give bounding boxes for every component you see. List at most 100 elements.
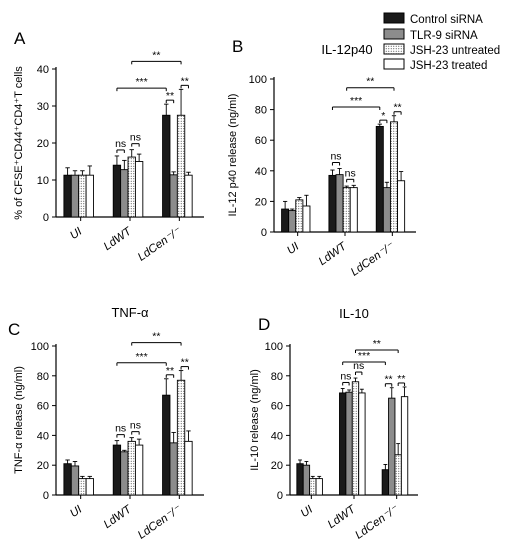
significance-label: ns [340, 370, 351, 382]
bar [302, 205, 311, 233]
significance-label: ** [152, 331, 160, 343]
bar [169, 442, 178, 496]
legend-swatch [383, 43, 405, 55]
y-axis-label: % of CFSE⁺CD44⁺CD4⁺T cells [13, 66, 25, 220]
x-category-label: LdCen⁻/⁻ [349, 240, 397, 279]
bar [63, 463, 72, 496]
y-tick-label: 40 [37, 430, 49, 442]
bar [381, 469, 390, 496]
bar [127, 440, 136, 496]
significance-label: ** [181, 357, 189, 369]
bar [184, 440, 193, 496]
y-tick-label: 80 [271, 371, 283, 383]
bar [120, 451, 129, 496]
y-tick-label: 30 [37, 101, 49, 113]
bar [176, 114, 186, 218]
bar [63, 174, 72, 218]
significance-label: ** [152, 49, 160, 61]
significance-label: ** [397, 373, 405, 385]
bar [85, 174, 94, 218]
x-category-label: LdCen⁻/⁻ [136, 503, 184, 542]
y-tick-label: 40 [271, 430, 283, 442]
y-tick-label: 20 [37, 138, 49, 150]
bar [295, 199, 304, 233]
y-tick-label: 60 [255, 135, 267, 147]
bar [349, 187, 358, 233]
significance-label: ** [373, 338, 381, 350]
bar [339, 392, 347, 496]
panel-a: A 0 10 20 30 40 % of CFSE⁺CD44⁺CD4⁺T cells UI Ld… [13, 29, 204, 264]
x-category-label: UI [68, 225, 85, 242]
significance-label: ** [166, 90, 174, 102]
significance-label: *** [135, 351, 147, 363]
bar [328, 174, 337, 233]
panels: A 0 10 20 30 40 % of CFSE⁺CD44⁺CD4⁺T cells UI Ld… [8, 29, 418, 542]
x-category-label: LdWT [326, 503, 359, 531]
significance-label: ns [130, 420, 141, 432]
y-axis-label: IL-10 release (ng/ml) [249, 369, 261, 471]
bar [70, 174, 80, 218]
x-category-label: LdCen⁻/⁻ [136, 225, 184, 264]
legend-label: TLR-9 siRNA [410, 30, 478, 42]
panel-title: TNF-α [111, 305, 149, 320]
y-tick-label: 10 [37, 175, 49, 187]
bar [281, 208, 290, 233]
legend-label: JSH-23 treated [410, 60, 487, 72]
significance-label: ns [115, 138, 126, 150]
bar [388, 397, 396, 496]
bar [134, 161, 144, 218]
y-tick-label: 80 [37, 371, 49, 383]
bar [85, 478, 94, 496]
bar [134, 444, 144, 496]
bar [78, 174, 87, 218]
significance-label: ns [130, 132, 141, 144]
bar [112, 444, 122, 496]
bar [296, 463, 304, 496]
panel-title: IL-12p40 [321, 42, 372, 57]
bar [342, 187, 351, 233]
panel-letter: C [8, 320, 20, 339]
bar [70, 465, 80, 496]
legend: Control siRNA TLR-9 siRNA JSH-23 untreated… [383, 12, 500, 72]
bar [358, 392, 366, 496]
significance-label: ns [115, 423, 126, 435]
legend-swatch [383, 12, 405, 24]
bar [112, 164, 122, 218]
bar [315, 478, 323, 496]
legend-label: Control siRNA [410, 14, 483, 26]
y-tick-label: 40 [255, 166, 267, 178]
x-category-label: LdCen⁻/⁻ [353, 503, 401, 542]
x-category-label: UI [68, 503, 85, 520]
bar [382, 187, 391, 233]
bar [162, 394, 171, 496]
bar [162, 114, 171, 218]
significance-label: ** [166, 365, 174, 377]
y-tick-label: 60 [271, 401, 283, 413]
y-tick-label: 60 [37, 401, 49, 413]
significance-label: *** [358, 350, 370, 362]
legend-swatch [383, 28, 405, 40]
legend-label: JSH-23 untreated [410, 45, 500, 57]
bar [288, 210, 297, 233]
panel-d: D IL-10 0 20 40 60 80 100 IL-10 release (ng/ml) U… [249, 306, 418, 542]
panel-b: B IL-12p40 0 20 40 60 80 100 IL-12 p40 release (… [227, 37, 416, 279]
panel-letter: D [258, 315, 270, 334]
y-tick-label: 20 [37, 460, 49, 472]
significance-label: *** [350, 95, 362, 107]
bar [127, 156, 136, 218]
bar [169, 174, 178, 218]
y-axis-label: IL-12 p40 release (ng/ml) [227, 94, 239, 217]
significance-label: ns [330, 151, 341, 163]
y-tick-label: 0 [43, 212, 49, 224]
x-category-label: UI [299, 503, 316, 520]
y-tick-label: 40 [37, 64, 49, 76]
significance-label: ns [345, 167, 356, 179]
bar [335, 174, 344, 233]
bar [375, 125, 384, 233]
significance-label: ** [393, 102, 401, 114]
y-tick-label: 100 [265, 341, 283, 353]
significance-label: ** [181, 75, 189, 87]
bar [120, 169, 129, 218]
y-tick-label: 0 [43, 490, 49, 502]
